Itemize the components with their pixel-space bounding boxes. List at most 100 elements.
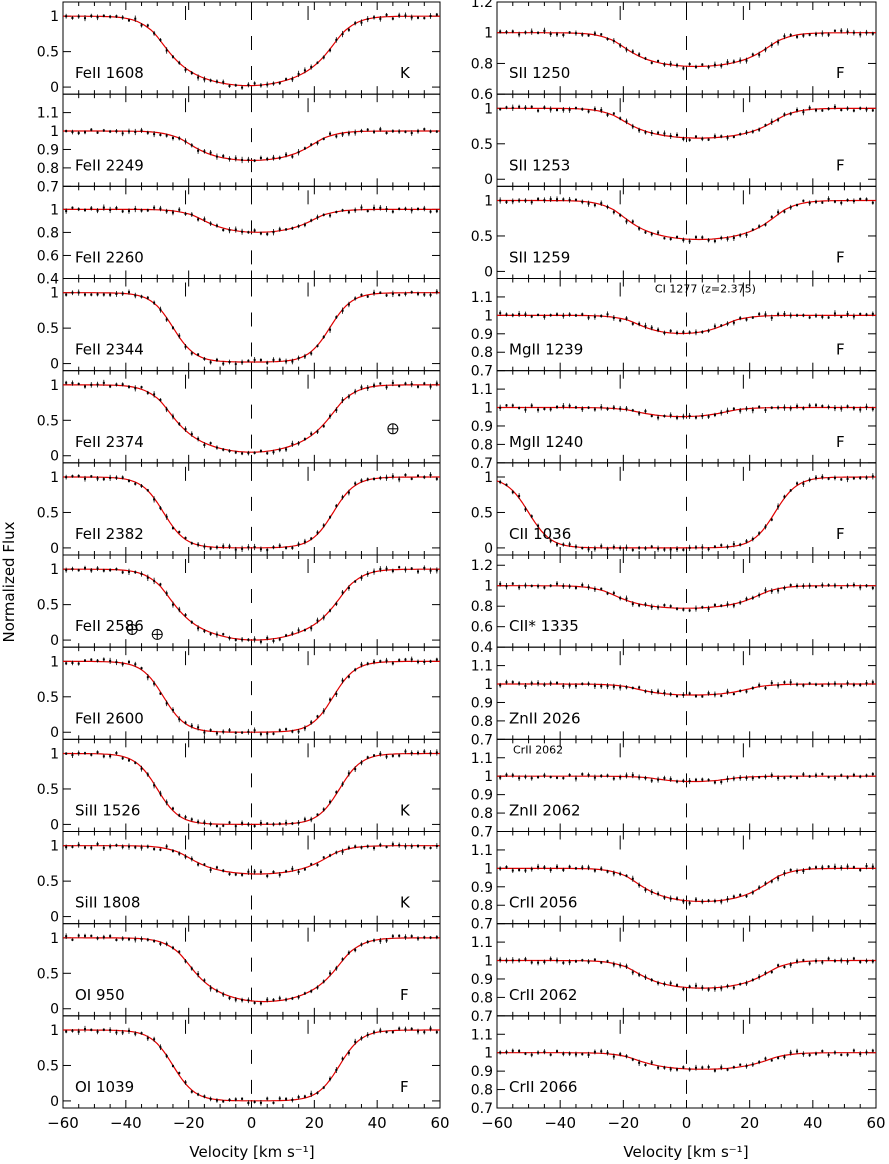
data-point xyxy=(291,730,294,733)
data-point xyxy=(777,776,780,779)
data-point xyxy=(234,638,237,641)
data-point xyxy=(739,689,742,692)
data-point xyxy=(745,777,748,780)
data-point xyxy=(713,135,716,138)
data-point xyxy=(701,986,704,989)
data-point xyxy=(134,208,137,211)
data-point xyxy=(524,584,527,587)
data-point xyxy=(663,63,666,66)
data-point xyxy=(751,316,754,319)
data-point xyxy=(865,774,868,777)
data-point xyxy=(663,132,666,135)
data-point xyxy=(827,316,830,319)
panel-source-tag: K xyxy=(400,64,411,82)
data-point xyxy=(127,845,130,848)
data-point xyxy=(234,363,237,366)
data-point xyxy=(518,1050,521,1053)
data-point xyxy=(720,411,723,414)
data-point xyxy=(631,971,634,974)
data-point xyxy=(153,784,156,787)
data-point xyxy=(341,309,344,312)
panel-source-tag: F xyxy=(400,986,409,1004)
data-point xyxy=(297,225,300,228)
data-point xyxy=(303,992,306,995)
data-point xyxy=(859,477,862,480)
y-tick-label: 1.2 xyxy=(471,558,493,574)
data-point xyxy=(511,106,514,109)
data-point xyxy=(335,504,338,507)
data-point xyxy=(423,207,426,210)
data-point xyxy=(802,959,805,962)
data-point xyxy=(90,934,93,937)
data-point xyxy=(140,767,143,770)
data-point xyxy=(127,570,130,573)
y-tick-label: 1.1 xyxy=(471,1027,493,1043)
y-tick-label: 0.8 xyxy=(471,1083,493,1099)
data-point xyxy=(549,32,552,35)
data-point xyxy=(600,33,603,36)
data-point xyxy=(821,405,824,408)
data-point xyxy=(159,1046,162,1049)
data-point xyxy=(373,16,376,19)
data-point xyxy=(821,866,824,869)
data-point xyxy=(417,385,420,388)
data-point xyxy=(657,892,660,895)
y-tick-label: 0.8 xyxy=(471,437,493,453)
data-point xyxy=(720,236,723,239)
data-point xyxy=(612,1055,615,1058)
data-point xyxy=(253,229,256,232)
data-point xyxy=(310,143,313,146)
data-point xyxy=(625,407,628,410)
data-point xyxy=(234,825,237,828)
data-point xyxy=(259,1002,262,1005)
y-tick-label: 1.1 xyxy=(471,843,493,859)
data-point xyxy=(215,825,218,828)
data-point xyxy=(562,868,565,871)
data-point xyxy=(530,105,533,108)
data-point xyxy=(278,156,281,159)
data-point xyxy=(266,874,269,877)
data-point xyxy=(581,313,584,316)
data-point xyxy=(203,731,206,734)
data-point xyxy=(90,207,93,210)
data-point xyxy=(71,475,74,478)
data-point xyxy=(713,900,716,903)
data-point xyxy=(505,106,508,109)
data-point xyxy=(209,547,212,550)
data-point xyxy=(322,335,325,338)
x-axis-label-left: Velocity [km s⁻¹] xyxy=(189,1143,314,1161)
data-point xyxy=(379,752,382,755)
data-point xyxy=(259,1101,262,1104)
data-point xyxy=(581,547,584,550)
data-point xyxy=(814,200,817,203)
y-tick-label: 1 xyxy=(50,1023,59,1039)
data-point xyxy=(732,321,735,324)
data-point xyxy=(593,547,596,550)
data-point xyxy=(802,684,805,687)
data-point xyxy=(222,824,225,827)
data-point xyxy=(814,959,817,962)
panel-ion-label: ZnII 2062 xyxy=(509,802,581,820)
data-point xyxy=(871,408,874,411)
panel-ion-label: CII 1036 xyxy=(509,525,571,543)
data-point xyxy=(827,776,830,779)
data-point xyxy=(272,732,275,735)
data-point xyxy=(852,866,855,869)
data-point xyxy=(140,129,143,132)
data-point xyxy=(840,959,843,962)
data-point xyxy=(360,663,363,666)
data-point xyxy=(96,131,99,134)
data-point xyxy=(720,1066,723,1069)
data-point xyxy=(707,415,710,418)
data-point xyxy=(543,199,546,202)
data-point xyxy=(184,212,187,215)
data-point xyxy=(600,406,603,409)
data-point xyxy=(71,567,74,570)
data-point xyxy=(134,17,137,20)
data-point xyxy=(688,331,691,334)
data-point xyxy=(398,478,401,481)
data-point xyxy=(537,408,540,411)
data-point xyxy=(297,72,300,75)
data-point xyxy=(115,15,118,18)
